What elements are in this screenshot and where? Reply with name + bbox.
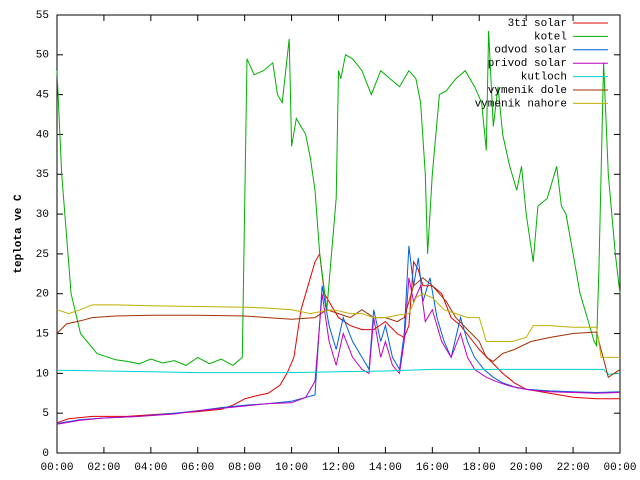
x-tick-label: 22:00: [557, 462, 590, 474]
y-tick-label: 55: [36, 10, 49, 22]
legend-label: 3ti solar: [508, 18, 567, 30]
y-tick-label: 0: [42, 448, 49, 460]
y-axis-label: teplota ve C: [13, 194, 25, 274]
plot-frame: [56, 14, 621, 454]
y-tick-label: 20: [36, 289, 49, 301]
y-tick-label: 15: [36, 328, 49, 340]
x-tick-label: 00:00: [40, 462, 73, 474]
y-tick-label: 35: [36, 169, 49, 181]
x-tick-label: 08:00: [228, 462, 261, 474]
legend-label: kutloch: [521, 72, 567, 84]
y-tick-label: 50: [36, 50, 49, 62]
legend-label: vymenik nahore: [475, 98, 567, 110]
x-tick-label: 16:00: [416, 462, 449, 474]
x-tick-label: 06:00: [181, 462, 214, 474]
series-line: [56, 368, 621, 375]
series-line: [56, 277, 621, 425]
x-tick-label: 02:00: [87, 462, 120, 474]
x-tick-label: 04:00: [134, 462, 167, 474]
legend-label: odvod solar: [494, 45, 567, 57]
x-tick-label: 12:00: [322, 462, 355, 474]
y-tick-label: 40: [36, 129, 49, 141]
series-line: [56, 293, 620, 358]
series-line: [56, 245, 621, 424]
legend-label: privod solar: [488, 58, 567, 70]
x-tick-label: 14:00: [369, 462, 402, 474]
y-tick-label: 25: [36, 249, 49, 261]
y-tick-label: 5: [42, 408, 49, 420]
x-tick-label: 00:00: [603, 462, 636, 474]
series-line: [56, 277, 621, 379]
y-tick-label: 30: [36, 209, 49, 221]
y-tick-label: 10: [36, 368, 49, 380]
series-line: [56, 30, 621, 367]
x-tick-label: 10:00: [275, 462, 308, 474]
x-tick-label: 20:00: [510, 462, 543, 474]
y-tick-label: 45: [36, 90, 49, 102]
legend-label: vymenik dole: [488, 85, 567, 97]
legend-label: kotel: [534, 31, 567, 43]
x-tick-label: 18:00: [463, 462, 496, 474]
